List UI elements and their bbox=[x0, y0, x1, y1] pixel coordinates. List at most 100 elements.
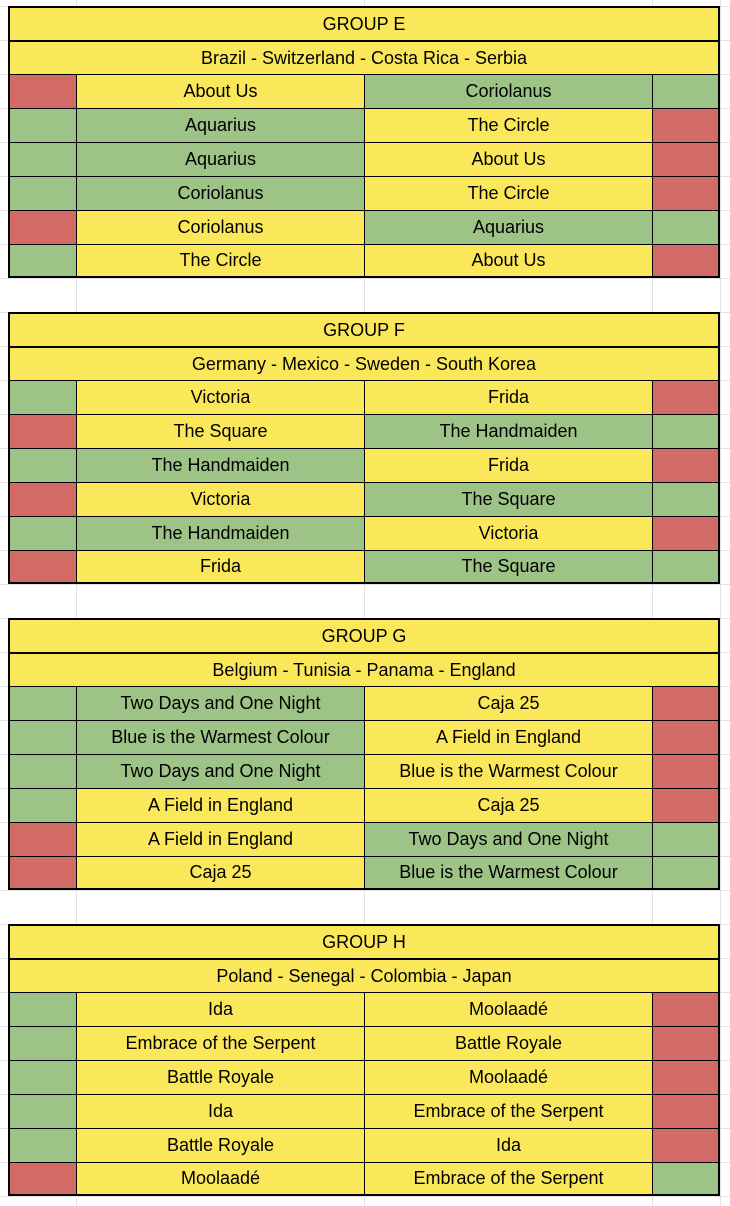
right-result-cell[interactable] bbox=[652, 1094, 720, 1128]
right-film-cell[interactable]: The Handmaiden bbox=[364, 414, 652, 448]
left-film-cell[interactable]: Battle Royale bbox=[76, 1128, 364, 1162]
left-result-cell[interactable] bbox=[8, 142, 76, 176]
right-result-cell[interactable] bbox=[652, 992, 720, 1026]
left-film-cell[interactable]: A Field in England bbox=[76, 788, 364, 822]
right-result-cell[interactable] bbox=[652, 176, 720, 210]
left-result-cell[interactable] bbox=[8, 380, 76, 414]
left-result-cell[interactable] bbox=[8, 992, 76, 1026]
left-film-cell[interactable]: A Field in England bbox=[76, 822, 364, 856]
right-film-cell[interactable]: Caja 25 bbox=[364, 686, 652, 720]
left-film-cell[interactable]: Coriolanus bbox=[76, 210, 364, 244]
right-result-cell[interactable] bbox=[652, 74, 720, 108]
right-film-cell[interactable]: About Us bbox=[364, 142, 652, 176]
right-film-cell[interactable]: Moolaadé bbox=[364, 1060, 652, 1094]
left-film-cell[interactable]: Battle Royale bbox=[76, 1060, 364, 1094]
left-film-cell[interactable]: Blue is the Warmest Colour bbox=[76, 720, 364, 754]
left-film-cell[interactable]: Two Days and One Night bbox=[76, 686, 364, 720]
right-result-cell[interactable] bbox=[652, 550, 720, 584]
left-film-cell[interactable]: Caja 25 bbox=[76, 856, 364, 890]
left-film-cell[interactable]: Aquarius bbox=[76, 108, 364, 142]
right-result-cell[interactable] bbox=[652, 482, 720, 516]
left-result-cell[interactable] bbox=[8, 1026, 76, 1060]
left-film-cell[interactable]: Frida bbox=[76, 550, 364, 584]
right-result-cell[interactable] bbox=[652, 1128, 720, 1162]
group-teams: Brazil - Switzerland - Costa Rica - Serb… bbox=[8, 40, 720, 74]
right-film-cell[interactable]: The Square bbox=[364, 482, 652, 516]
left-film-cell[interactable]: The Handmaiden bbox=[76, 448, 364, 482]
left-result-cell[interactable] bbox=[8, 686, 76, 720]
left-result-cell[interactable] bbox=[8, 720, 76, 754]
left-film-cell[interactable]: The Handmaiden bbox=[76, 516, 364, 550]
left-result-cell[interactable] bbox=[8, 414, 76, 448]
left-film-cell[interactable]: Embrace of the Serpent bbox=[76, 1026, 364, 1060]
left-film-cell[interactable]: Victoria bbox=[76, 482, 364, 516]
right-film-cell[interactable]: Aquarius bbox=[364, 210, 652, 244]
left-film-cell[interactable]: The Circle bbox=[76, 244, 364, 278]
left-result-cell[interactable] bbox=[8, 1060, 76, 1094]
right-film-cell[interactable]: The Square bbox=[364, 550, 652, 584]
right-film-cell[interactable]: Embrace of the Serpent bbox=[364, 1094, 652, 1128]
right-film-cell[interactable]: Moolaadé bbox=[364, 992, 652, 1026]
left-result-cell[interactable] bbox=[8, 244, 76, 278]
left-result-cell[interactable] bbox=[8, 754, 76, 788]
right-result-cell[interactable] bbox=[652, 1060, 720, 1094]
right-result-cell[interactable] bbox=[652, 414, 720, 448]
left-film-cell[interactable]: Aquarius bbox=[76, 142, 364, 176]
right-result-cell[interactable] bbox=[652, 380, 720, 414]
right-result-cell[interactable] bbox=[652, 108, 720, 142]
right-film-cell[interactable]: Two Days and One Night bbox=[364, 822, 652, 856]
right-film-cell[interactable]: Embrace of the Serpent bbox=[364, 1162, 652, 1196]
left-film-cell[interactable]: Ida bbox=[76, 992, 364, 1026]
left-result-cell[interactable] bbox=[8, 1094, 76, 1128]
left-film-cell[interactable]: Ida bbox=[76, 1094, 364, 1128]
right-result-cell[interactable] bbox=[652, 686, 720, 720]
left-result-cell[interactable] bbox=[8, 1162, 76, 1196]
gridline bbox=[76, 0, 77, 1206]
left-result-cell[interactable] bbox=[8, 788, 76, 822]
left-result-cell[interactable] bbox=[8, 210, 76, 244]
match-row: About Us Coriolanus bbox=[8, 74, 720, 108]
right-film-cell[interactable]: Caja 25 bbox=[364, 788, 652, 822]
right-film-cell[interactable]: Coriolanus bbox=[364, 74, 652, 108]
right-result-cell[interactable] bbox=[652, 1026, 720, 1060]
left-result-cell[interactable] bbox=[8, 822, 76, 856]
right-film-cell[interactable]: Blue is the Warmest Colour bbox=[364, 754, 652, 788]
right-film-cell[interactable]: The Circle bbox=[364, 176, 652, 210]
right-film-cell[interactable]: Battle Royale bbox=[364, 1026, 652, 1060]
left-film-cell[interactable]: Victoria bbox=[76, 380, 364, 414]
left-result-cell[interactable] bbox=[8, 516, 76, 550]
right-result-cell[interactable] bbox=[652, 142, 720, 176]
left-result-cell[interactable] bbox=[8, 448, 76, 482]
right-result-cell[interactable] bbox=[652, 210, 720, 244]
right-film-cell[interactable]: About Us bbox=[364, 244, 652, 278]
left-film-cell[interactable]: Coriolanus bbox=[76, 176, 364, 210]
left-result-cell[interactable] bbox=[8, 1128, 76, 1162]
right-film-cell[interactable]: A Field in England bbox=[364, 720, 652, 754]
left-result-cell[interactable] bbox=[8, 74, 76, 108]
right-film-cell[interactable]: Frida bbox=[364, 448, 652, 482]
right-film-cell[interactable]: Ida bbox=[364, 1128, 652, 1162]
left-result-cell[interactable] bbox=[8, 482, 76, 516]
right-film-cell[interactable]: Blue is the Warmest Colour bbox=[364, 856, 652, 890]
right-film-cell[interactable]: Victoria bbox=[364, 516, 652, 550]
left-film-cell[interactable]: Moolaadé bbox=[76, 1162, 364, 1196]
right-result-cell[interactable] bbox=[652, 822, 720, 856]
left-result-cell[interactable] bbox=[8, 176, 76, 210]
right-result-cell[interactable] bbox=[652, 244, 720, 278]
right-result-cell[interactable] bbox=[652, 856, 720, 890]
left-film-cell[interactable]: Two Days and One Night bbox=[76, 754, 364, 788]
right-film-cell[interactable]: Frida bbox=[364, 380, 652, 414]
right-result-cell[interactable] bbox=[652, 448, 720, 482]
left-result-cell[interactable] bbox=[8, 856, 76, 890]
right-result-cell[interactable] bbox=[652, 516, 720, 550]
left-film-cell[interactable]: The Square bbox=[76, 414, 364, 448]
left-result-cell[interactable] bbox=[8, 108, 76, 142]
match-row: Ida Embrace of the Serpent bbox=[8, 1094, 720, 1128]
right-result-cell[interactable] bbox=[652, 1162, 720, 1196]
right-film-cell[interactable]: The Circle bbox=[364, 108, 652, 142]
left-film-cell[interactable]: About Us bbox=[76, 74, 364, 108]
right-result-cell[interactable] bbox=[652, 720, 720, 754]
right-result-cell[interactable] bbox=[652, 754, 720, 788]
right-result-cell[interactable] bbox=[652, 788, 720, 822]
left-result-cell[interactable] bbox=[8, 550, 76, 584]
